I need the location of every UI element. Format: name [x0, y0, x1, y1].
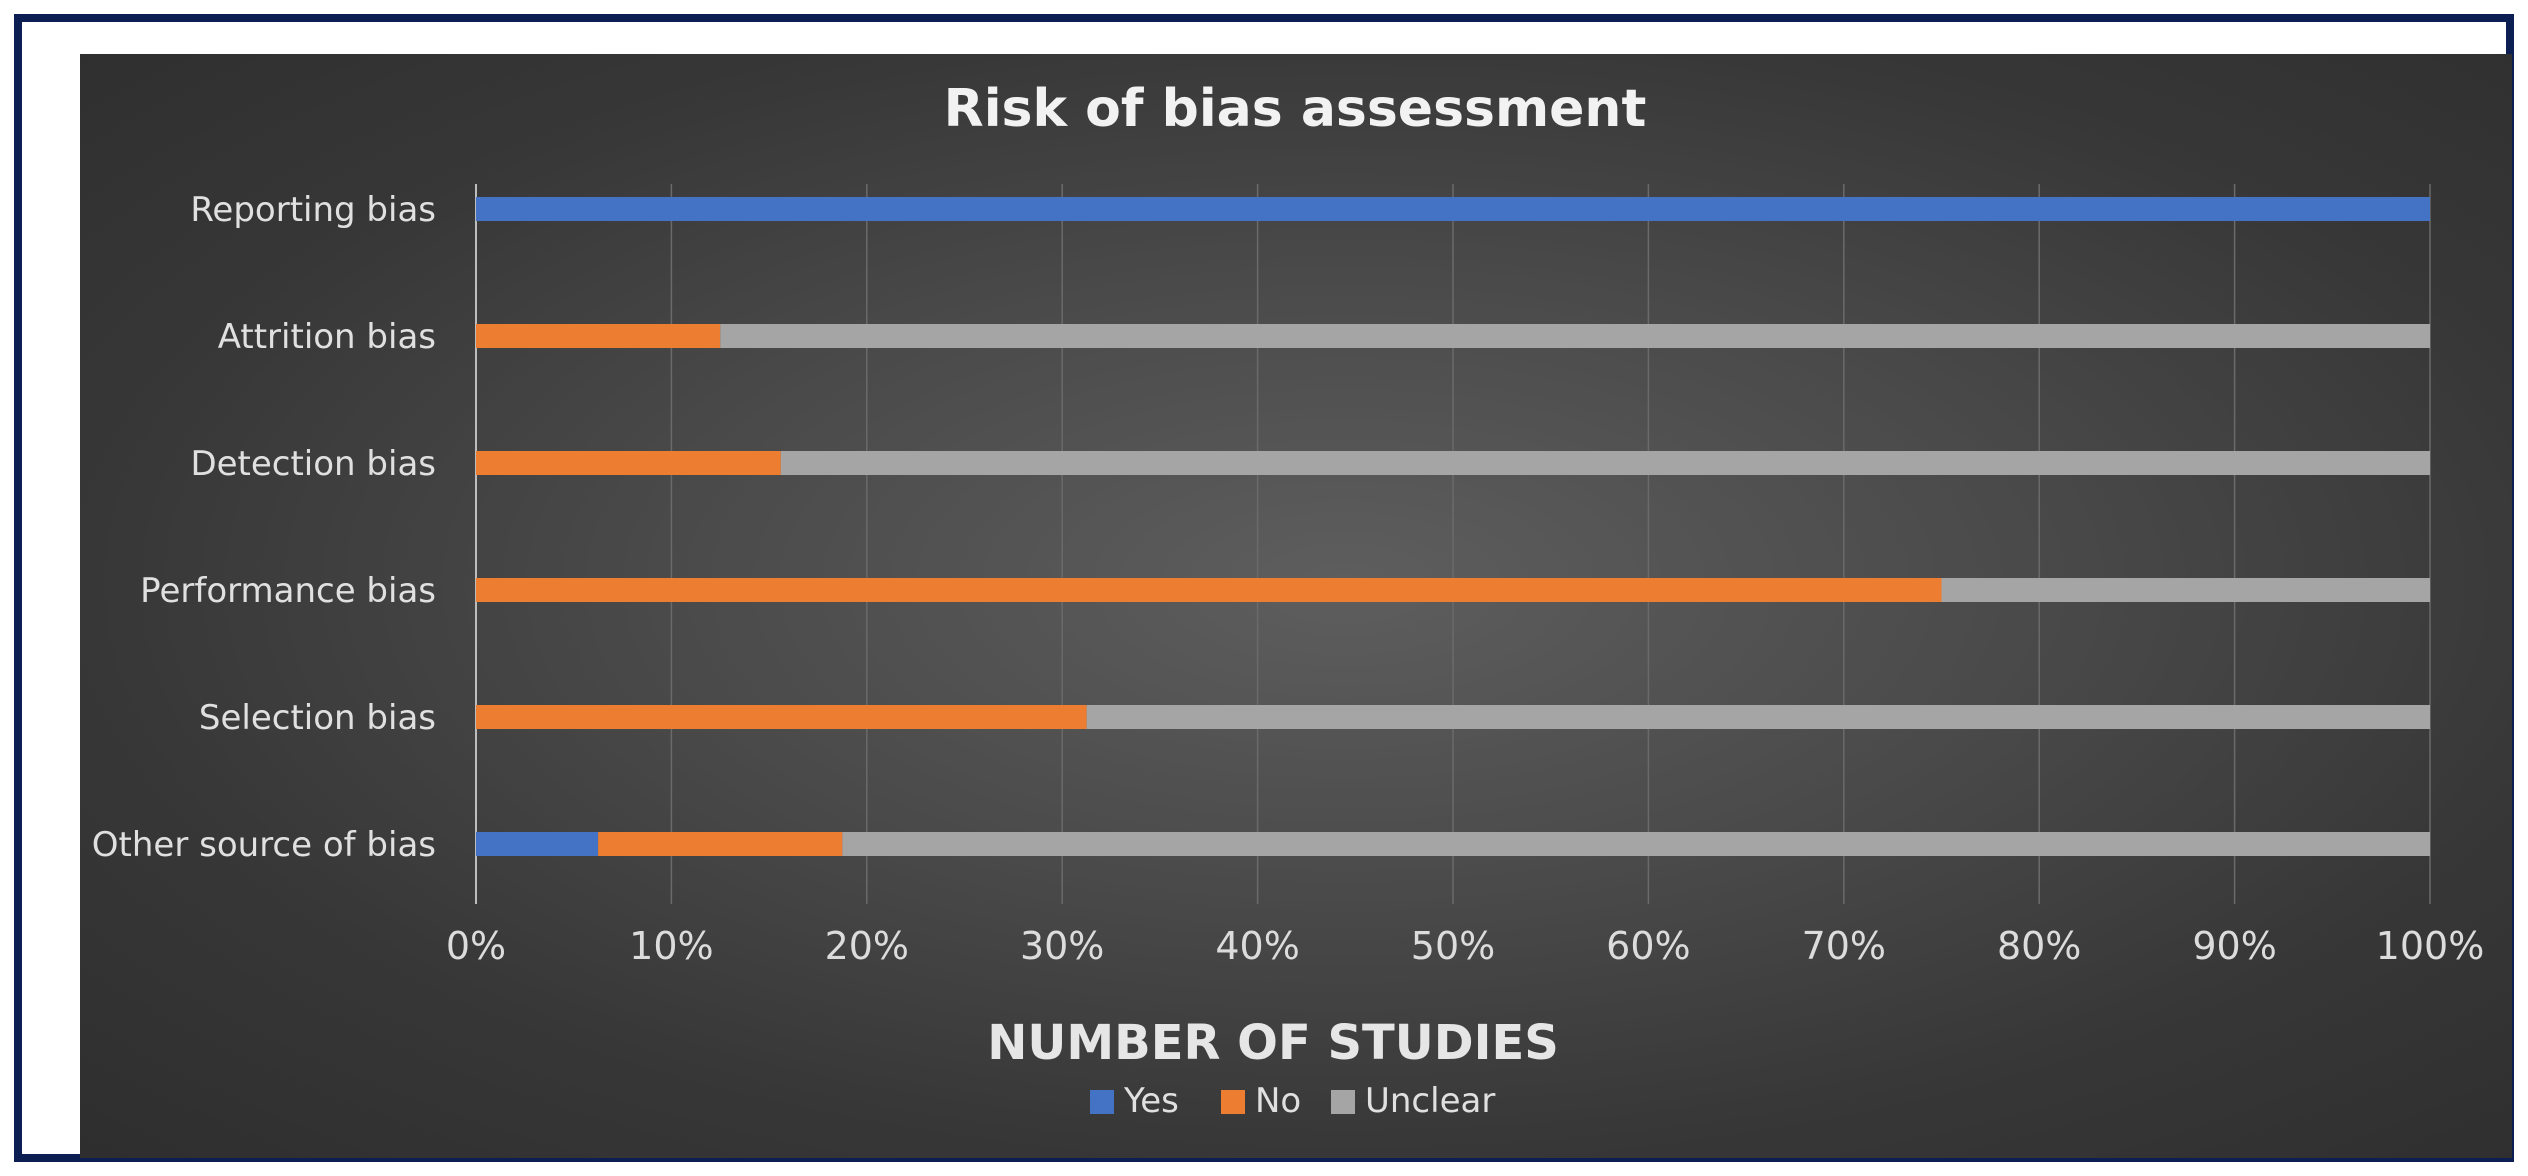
category-label: Selection bias [199, 698, 436, 738]
x-tick-label: 70% [1802, 924, 1886, 968]
x-tick-label: 50% [1411, 924, 1495, 968]
chart-area: Risk of bias assessment Reporting bias At… [80, 54, 2512, 1158]
category-label: Reporting bias [190, 190, 436, 230]
legend-swatch [1090, 1090, 1114, 1114]
category-labels: Reporting bias Attrition bias Detection bi… [92, 190, 436, 865]
bar-series [476, 197, 2430, 856]
bar-segment [842, 832, 2430, 856]
bar-segment [1086, 705, 2430, 729]
bar-segment [1941, 578, 2430, 602]
x-tick-label: 60% [1606, 924, 1690, 968]
bar-segment [476, 324, 721, 348]
category-label: Performance bias [140, 571, 436, 611]
bar-segment [476, 578, 1942, 602]
bar-segment [476, 705, 1087, 729]
bar-segment [476, 197, 2430, 221]
bar-segment [476, 451, 781, 475]
legend-label: Unclear [1365, 1081, 1495, 1121]
x-tick-label: 0% [446, 924, 506, 968]
x-tick-label: 80% [1997, 924, 2081, 968]
x-axis-title: NUMBER OF STUDIES [987, 1015, 1559, 1071]
figure-frame: Risk of bias assessment Reporting bias At… [14, 14, 2514, 1162]
legend: Yes No Unclear [1090, 1081, 1495, 1121]
risk-of-bias-chart: Risk of bias assessment Reporting bias At… [92, 79, 2485, 1121]
bar-segment [476, 832, 599, 856]
category-label: Other source of bias [92, 825, 436, 865]
gridlines [475, 184, 2431, 904]
x-tick-labels: 0% 10% 20% 30% 40% 50% 60% 70% 80% 90% 100% [446, 924, 2484, 968]
legend-swatch [1221, 1090, 1245, 1114]
x-tick-label: 100% [2376, 924, 2485, 968]
bar-segment [780, 451, 2430, 475]
chart-title: Risk of bias assessment [944, 79, 1647, 139]
legend-label: No [1255, 1081, 1301, 1121]
x-tick-label: 40% [1215, 924, 1299, 968]
x-tick-label: 90% [2192, 924, 2276, 968]
legend-swatch [1331, 1090, 1355, 1114]
legend-label: Yes [1123, 1081, 1179, 1121]
bar-segment [598, 832, 843, 856]
category-label: Detection bias [190, 444, 436, 484]
bar-segment [720, 324, 2430, 348]
x-tick-label: 20% [825, 924, 909, 968]
x-tick-label: 10% [629, 924, 713, 968]
category-label: Attrition bias [218, 317, 436, 357]
x-tick-label: 30% [1020, 924, 1104, 968]
